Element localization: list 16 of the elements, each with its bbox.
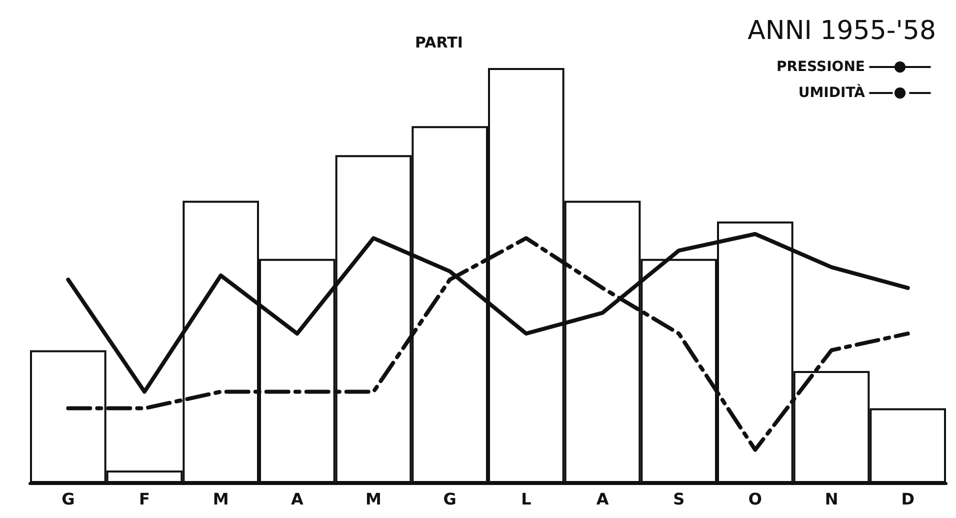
text: PARTI: [415, 34, 463, 52]
x-tick-label: F: [139, 490, 150, 508]
x-tick-label: M: [366, 490, 382, 508]
x-tick-label: N: [824, 490, 838, 508]
x-tick-label: A: [596, 490, 610, 508]
x-tick-label: D: [901, 490, 914, 508]
legend-label: UMIDITÀ: [798, 84, 866, 101]
legend-title: ANNI 1955-'58: [748, 16, 936, 46]
x-tick-label: G: [443, 490, 456, 508]
legend-label: PRESSIONE: [776, 59, 865, 75]
x-tick-label: O: [748, 490, 762, 508]
x-tick-label: M: [212, 490, 229, 508]
x-tick-label: G: [62, 490, 75, 508]
x-tick-label: L: [521, 490, 532, 508]
x-tick-label: A: [290, 490, 304, 508]
x-tick-label: S: [673, 490, 685, 508]
